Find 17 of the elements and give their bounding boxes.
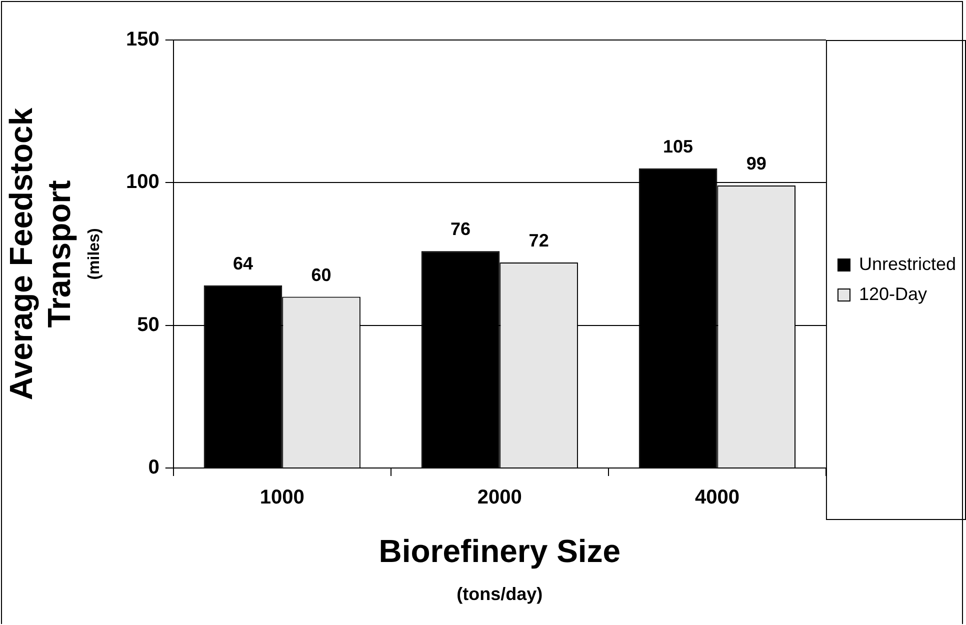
x-tick-label: 4000 xyxy=(694,486,740,509)
data-label: 76 xyxy=(450,219,471,240)
y-axis-title: Average Feedstock Transport (miles) xyxy=(3,108,103,400)
y-tick-label: 0 xyxy=(148,456,160,479)
y-tick-label: 50 xyxy=(137,314,160,336)
x-tick-label: 1000 xyxy=(260,486,304,509)
y-tick-label: 100 xyxy=(126,171,160,194)
x-tick-label: 2000 xyxy=(477,486,522,509)
legend-label: 120-Day xyxy=(858,284,928,304)
data-label: 72 xyxy=(528,230,549,251)
y-tick-label: 150 xyxy=(126,28,160,51)
data-label: 64 xyxy=(232,253,253,274)
legend-label: Unrestricted xyxy=(858,254,956,274)
data-label: 60 xyxy=(311,264,332,285)
data-label: 105 xyxy=(663,136,694,156)
data-label: 99 xyxy=(746,153,766,174)
x-axis-title: Biorefinery Size (tons/day) xyxy=(378,532,621,604)
